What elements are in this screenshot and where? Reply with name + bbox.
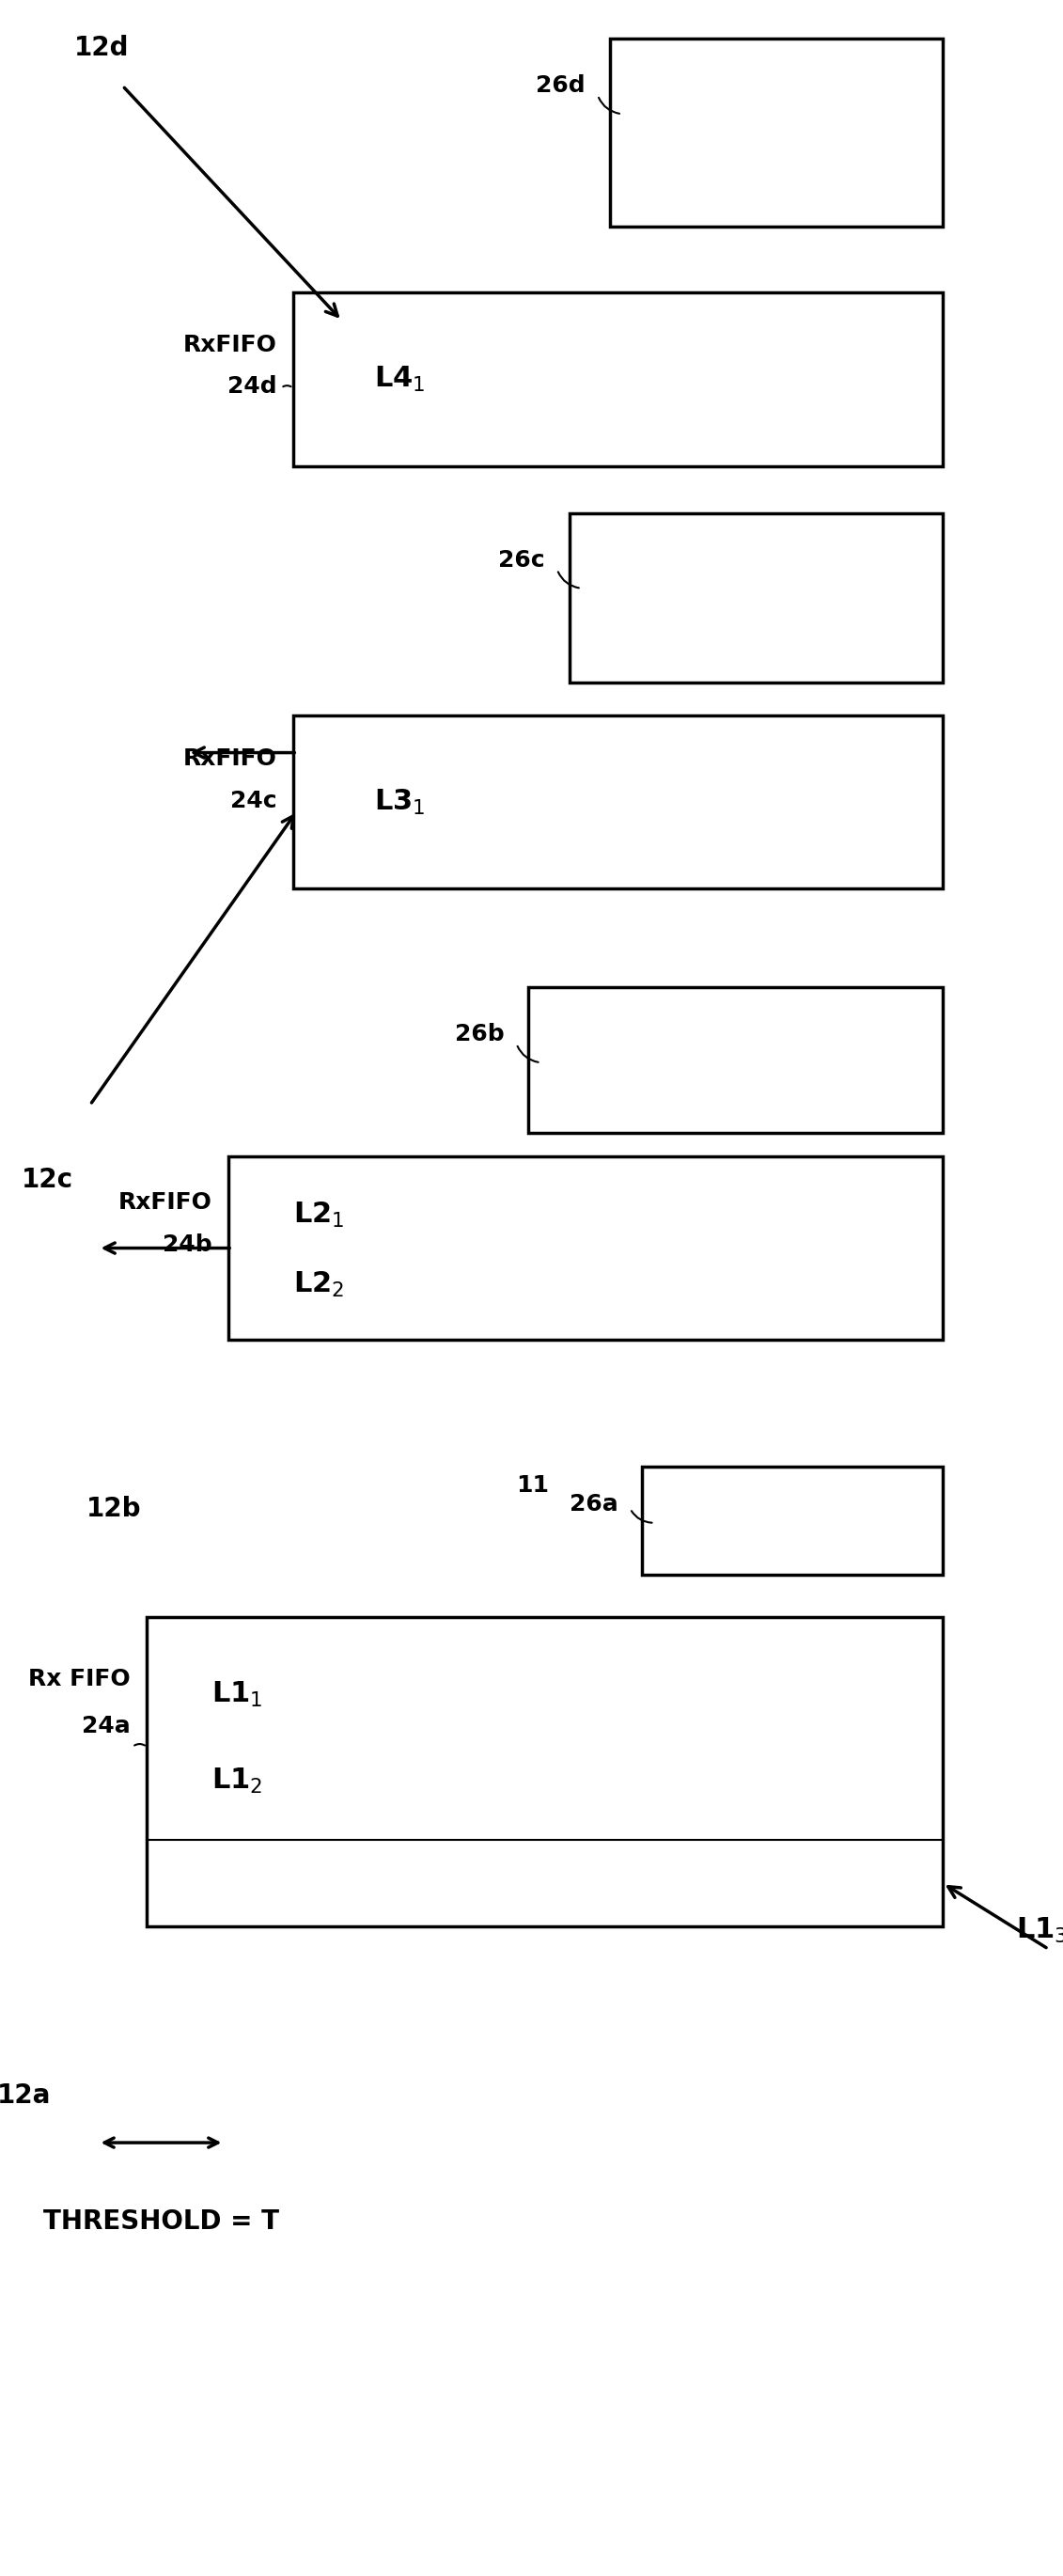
- Text: THRESHOLD = T: THRESHOLD = T: [44, 2208, 280, 2236]
- Text: L1$_2$: L1$_2$: [212, 1767, 264, 1795]
- Bar: [147, 1618, 943, 1927]
- Text: 12a: 12a: [0, 2081, 51, 2110]
- Text: L1$_1$: L1$_1$: [212, 1680, 264, 1708]
- Text: 26b: 26b: [455, 1023, 504, 1046]
- Text: L2$_2$: L2$_2$: [293, 1270, 344, 1298]
- Bar: [610, 39, 943, 227]
- Text: 24d: 24d: [227, 376, 276, 399]
- Text: 24a: 24a: [82, 1716, 131, 1736]
- Text: 12c: 12c: [21, 1167, 73, 1193]
- Bar: [293, 294, 943, 466]
- Text: 12b: 12b: [86, 1497, 141, 1522]
- Text: Rx FIFO: Rx FIFO: [29, 1667, 131, 1690]
- Bar: [528, 987, 943, 1133]
- Text: 24b: 24b: [163, 1234, 212, 1257]
- Text: 12d: 12d: [73, 36, 129, 62]
- Text: 26d: 26d: [536, 75, 586, 98]
- Text: L3$_1$: L3$_1$: [374, 788, 425, 817]
- Text: L1$_3$: L1$_3$: [1016, 1917, 1063, 1945]
- Text: RxFIFO: RxFIFO: [118, 1190, 212, 1213]
- Bar: [570, 513, 943, 683]
- Text: 11: 11: [517, 1473, 550, 1497]
- Bar: [229, 1157, 943, 1340]
- Text: RxFIFO: RxFIFO: [183, 332, 276, 355]
- Text: L4$_1$: L4$_1$: [374, 366, 425, 394]
- Bar: [293, 716, 943, 889]
- Text: 24c: 24c: [231, 788, 276, 811]
- Text: RxFIFO: RxFIFO: [183, 747, 276, 770]
- Text: L2$_1$: L2$_1$: [293, 1200, 344, 1229]
- Bar: [642, 1466, 943, 1574]
- Text: 26a: 26a: [570, 1492, 618, 1515]
- Text: 26c: 26c: [499, 549, 545, 572]
